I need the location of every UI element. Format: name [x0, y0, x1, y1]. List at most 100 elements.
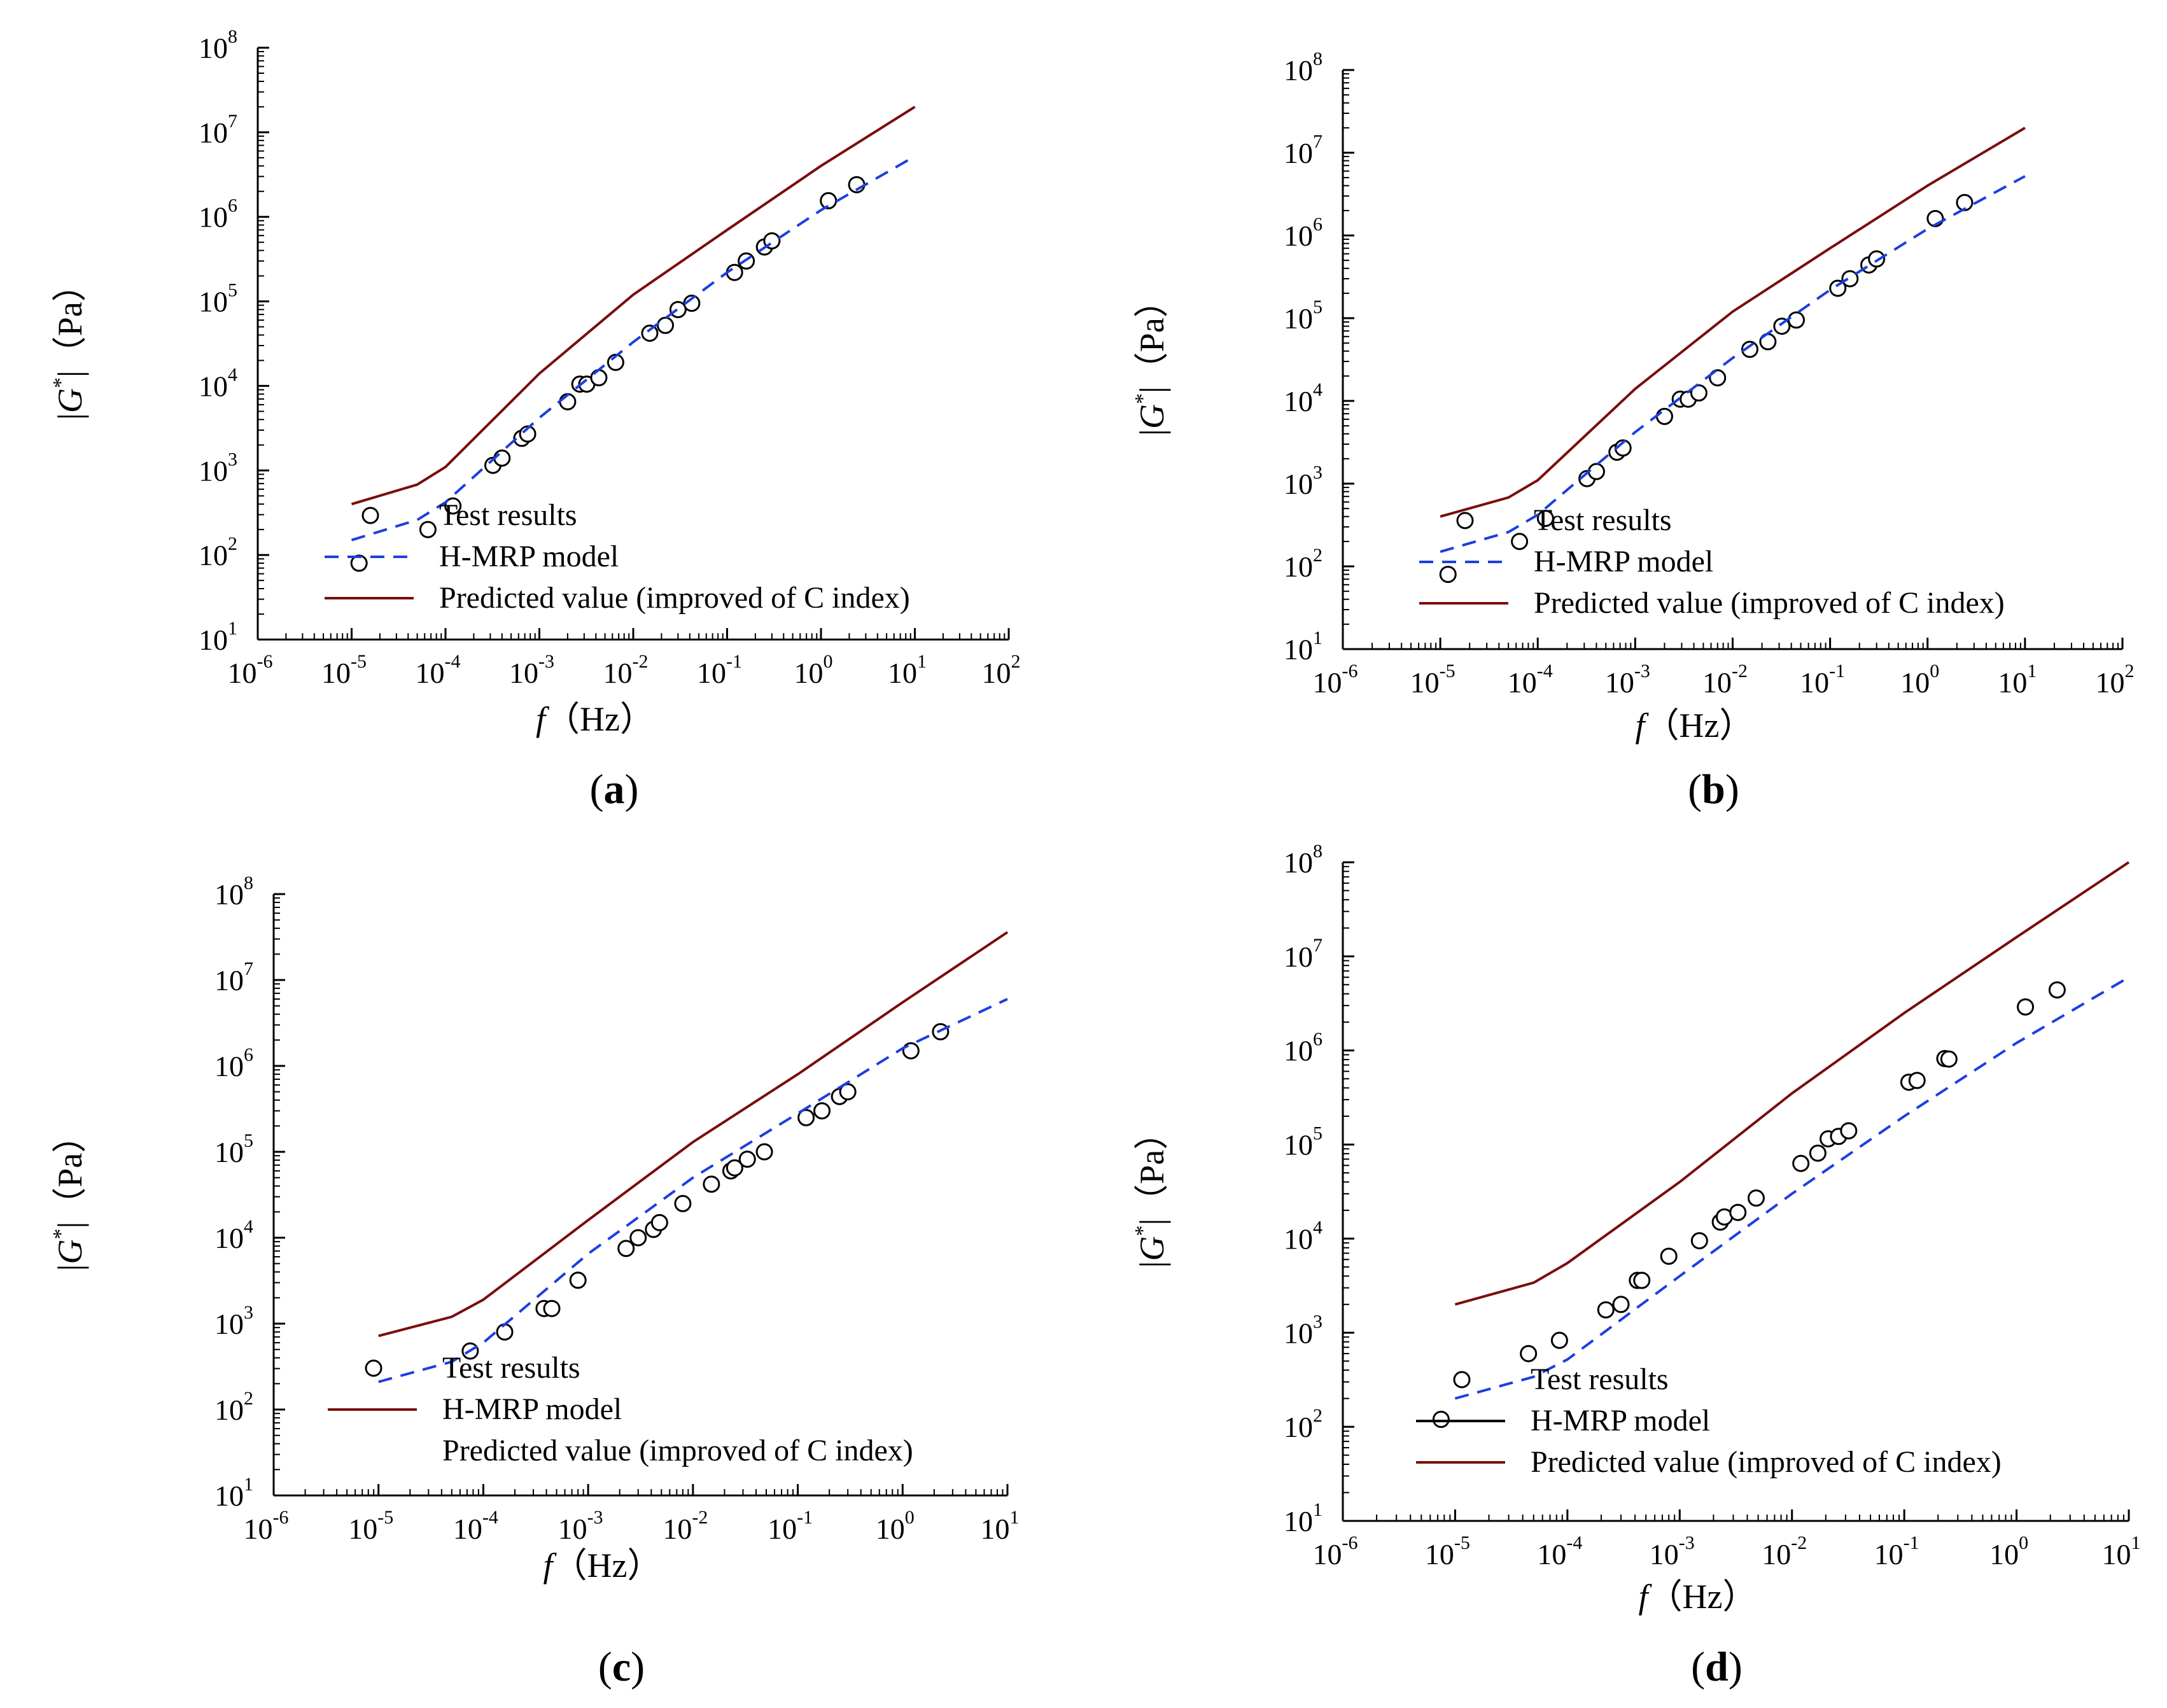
y-axis-symbol: G: [51, 1240, 89, 1264]
y-tick-base: 10: [214, 1480, 244, 1512]
y-tick-label: 101: [1284, 627, 1322, 666]
panel-label: (b): [1688, 766, 1739, 813]
x-tick-exponent: -5: [1440, 661, 1455, 682]
x-axis-unit: （Hz）: [545, 700, 654, 738]
x-tick-label: 10-2: [1702, 661, 1748, 699]
legend-label: Test results: [1531, 1362, 1669, 1396]
y-tick-base: 10: [1284, 220, 1313, 252]
y-tick-base: 10: [199, 201, 228, 234]
legend-label: Test results: [1534, 503, 1672, 537]
test-result-point: [1792, 1154, 1810, 1172]
y-tick-base: 10: [199, 454, 228, 487]
panel-label: (c): [598, 1644, 645, 1690]
x-tick-base: 10: [1900, 666, 1930, 699]
y-tick-label: 104: [1284, 379, 1322, 417]
panel-label-open: (: [590, 766, 604, 813]
predicted-value-line: [1454, 861, 2130, 1306]
y-tick-exponent: 6: [1313, 1029, 1322, 1050]
x-tick-exponent: -5: [1454, 1532, 1470, 1553]
test-result-point: [1809, 1144, 1827, 1162]
x-tick-base: 10: [453, 1513, 482, 1545]
test-result-point: [1690, 1232, 1708, 1250]
y-tick-base: 10: [1284, 385, 1313, 417]
x-tick-base: 10: [228, 657, 257, 689]
x-tick-label: 10-6: [1313, 661, 1358, 699]
y-axis-symbol: G: [51, 388, 89, 413]
y-tick-exponent: 1: [244, 1474, 253, 1495]
y-tick-label: 108: [1284, 48, 1322, 87]
y-tick-base: 10: [214, 1222, 244, 1254]
x-tick-exponent: 0: [2019, 1532, 2028, 1553]
legend-marker-circle: [1456, 512, 1474, 529]
legend-label: H-MRP model: [439, 540, 619, 573]
y-tick-label: 106: [1284, 1029, 1322, 1067]
y-tick-exponent: 7: [1313, 131, 1322, 152]
panel-label-close: ): [1725, 766, 1739, 813]
predicted-value-line: [1440, 127, 2026, 518]
x-tick-exponent: -1: [726, 651, 742, 672]
x-tick-base: 10: [768, 1513, 797, 1545]
y-tick-exponent: 5: [1313, 1123, 1322, 1144]
x-axis-unit: （Hz）: [1648, 1578, 1757, 1616]
y-tick-base: 10: [1284, 633, 1313, 666]
x-tick-exponent: -3: [1679, 1532, 1695, 1553]
x-tick-base: 10: [1313, 666, 1342, 699]
x-tick-label: 10-2: [1762, 1532, 1807, 1571]
test-result-point: [738, 1151, 756, 1168]
x-tick-base: 10: [1702, 666, 1732, 699]
x-tick-label: 101: [888, 651, 927, 689]
y-axis-bar-right: |: [51, 1222, 89, 1229]
y-tick-label: 101: [199, 618, 237, 656]
legend-label: H-MRP model: [442, 1392, 622, 1426]
x-tick-exponent: -6: [273, 1507, 289, 1528]
y-tick-base: 10: [1284, 54, 1313, 87]
x-tick-exponent: 2: [1011, 651, 1021, 672]
y-axis-bar-right: |: [1133, 386, 1171, 393]
legend-label: Test results: [442, 1351, 580, 1385]
panel-label: (d): [1691, 1644, 1743, 1690]
x-tick-label: 10-3: [509, 651, 554, 689]
y-tick-base: 10: [1284, 1035, 1313, 1067]
x-axis-title: f（Hz）: [544, 1546, 662, 1585]
predicted-value-line: [378, 931, 1009, 1338]
x-tick-base: 10: [663, 1513, 692, 1545]
test-result-point: [1660, 1247, 1678, 1265]
legend-marker-circle: [1453, 1371, 1471, 1389]
x-tick-base: 10: [509, 657, 538, 689]
test-result-point: [1633, 1271, 1651, 1289]
x-tick-base: 10: [1998, 666, 2027, 699]
x-tick-exponent: -2: [1732, 661, 1748, 682]
legend-label: Predicted value (improved of C index): [439, 581, 910, 615]
y-tick-label: 107: [1284, 131, 1322, 169]
test-result-point: [813, 1102, 831, 1120]
y-tick-exponent: 8: [1313, 841, 1322, 862]
test-result-point: [703, 1175, 720, 1193]
y-tick-exponent: 3: [1313, 1311, 1322, 1332]
x-tick-label: 10-3: [1605, 661, 1650, 699]
y-tick-exponent: 4: [244, 1216, 253, 1237]
y-tick-exponent: 4: [228, 364, 237, 385]
test-result-point: [1741, 340, 1758, 358]
panel-label: (a): [590, 766, 639, 813]
test-result-point: [1729, 1203, 1747, 1221]
test-result-point: [1841, 270, 1859, 288]
y-tick-label: 107: [199, 111, 237, 149]
y-tick-base: 10: [199, 32, 228, 64]
y-tick-label: 102: [199, 533, 237, 571]
panel-a: 10-6 10-5 10-4 10-3 10-2 10-1 100 101 1021011021…: [49, 26, 1021, 813]
y-tick-base: 10: [1284, 1411, 1313, 1443]
panel-d: 10-6 10-5 10-4 10-3 10-2 10-1 100 1011011021031…: [1131, 841, 2141, 1690]
y-tick-label: 105: [199, 280, 237, 318]
y-tick-label: 104: [214, 1216, 253, 1254]
x-tick-label: 101: [2102, 1532, 2141, 1571]
x-tick-label: 10-3: [558, 1507, 603, 1545]
y-tick-label: 103: [214, 1302, 253, 1340]
panel-label-open: (: [598, 1644, 612, 1690]
panel-c: 10-6 10-5 10-4 10-3 10-2 10-1 100 1011011021031…: [49, 872, 1020, 1690]
x-tick-base: 10: [794, 657, 824, 689]
y-tick-label: 102: [1284, 1405, 1322, 1443]
x-tick-label: 10-1: [768, 1507, 813, 1545]
test-result-point: [1788, 311, 1806, 329]
x-tick-exponent: -1: [1829, 661, 1845, 682]
x-tick-exponent: -1: [797, 1507, 813, 1528]
